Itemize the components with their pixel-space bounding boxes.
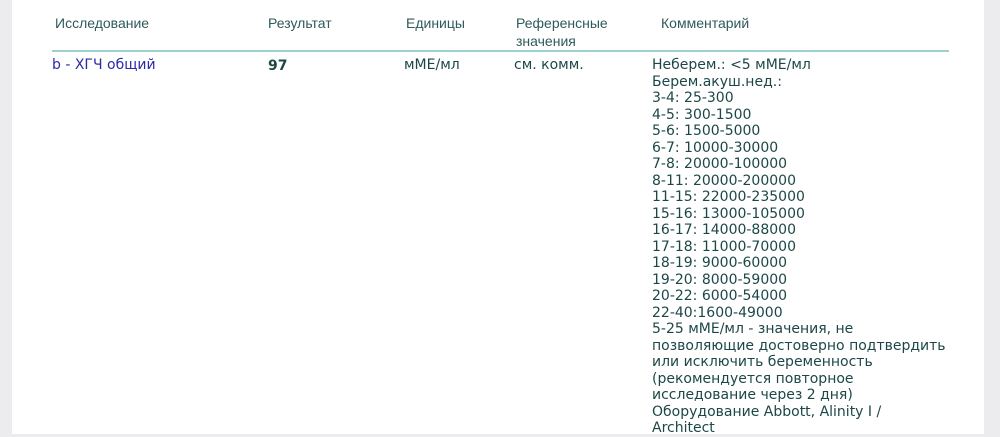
header-comment: Комментарий: [661, 15, 750, 31]
header-result: Результат: [268, 15, 332, 31]
header-reference: Референсные значения: [516, 15, 608, 49]
results-card: [12, 0, 984, 434]
header-divider: [52, 50, 949, 52]
reference-value: см. комм.: [514, 57, 584, 73]
header-study: Исследование: [55, 15, 150, 31]
header-units: Единицы: [406, 15, 465, 31]
result-value: 97: [268, 58, 288, 74]
units-value: мМЕ/мл: [404, 57, 460, 73]
study-name-link[interactable]: b - ХГЧ общий: [52, 57, 156, 73]
comment-text: Неберем.: <5 мМЕ/мл Берем.акуш.нед.: 3-4…: [652, 57, 946, 436]
